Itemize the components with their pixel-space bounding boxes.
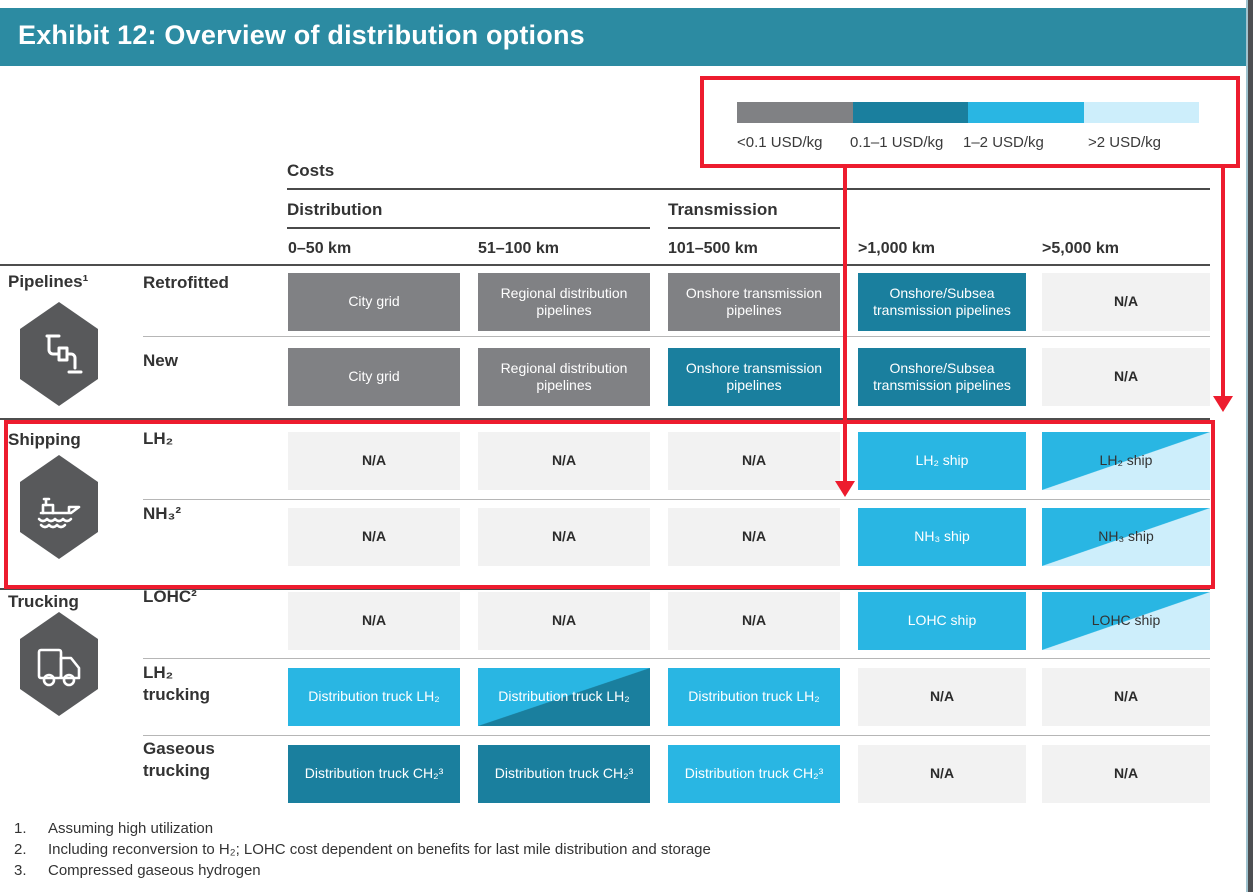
column-header-5000km: >5,000 km [1042, 240, 1119, 257]
page-title: Exhibit 12: Overview of distribution opt… [18, 20, 585, 50]
cell-gaseous-0-50: Distribution truck CH₂³ [288, 745, 460, 803]
cell-lh2-0-50: N/A [288, 432, 460, 490]
cell-gaseous-101-500: Distribution truck CH₂³ [668, 745, 840, 803]
cell-lh2truck-1000: N/A [858, 668, 1026, 726]
cell-gaseous-51-100: Distribution truck CH₂³ [478, 745, 650, 803]
legend-swatch-high [968, 102, 1084, 123]
section-divider [0, 264, 1210, 266]
legend-swatch-veryhigh [1083, 102, 1199, 123]
cell-nh3-0-50: N/A [288, 508, 460, 566]
cell-retrofitted-5000: N/A [1042, 273, 1210, 331]
cell-retrofitted-0-50: City grid [288, 273, 460, 331]
row-label-lohc: LOHC² [143, 587, 197, 606]
cell-nh3-5000: NH₃ ship [1042, 508, 1210, 566]
cost-legend: <0.1 USD/kg 0.1–1 USD/kg 1–2 USD/kg >2 U… [700, 76, 1240, 168]
footnote-number: 3. [14, 862, 27, 879]
divider [668, 227, 840, 229]
row-label-lh2-trucking: LH₂ trucking [143, 663, 211, 705]
divider [287, 188, 1210, 190]
section-divider [0, 418, 1210, 420]
row-label-lh2: LH₂ [143, 429, 174, 448]
cell-lohc-51-100: N/A [478, 592, 650, 650]
cell-nh3-101-500: N/A [668, 508, 840, 566]
legend-swatch-mid [852, 102, 968, 123]
cell-lohc-101-500: N/A [668, 592, 840, 650]
footnote-text: Assuming high utilization [48, 820, 214, 837]
column-header-101-500km: 101–500 km [668, 240, 758, 257]
row-divider [143, 336, 1210, 337]
page-edge-strip [1248, 0, 1253, 892]
cell-lh2-51-100: N/A [478, 432, 650, 490]
row-divider [143, 499, 1210, 500]
divider [287, 227, 650, 229]
footnote-text: Including reconversion to H₂; LOHC cost … [48, 841, 711, 858]
legend-arrow-left [843, 166, 847, 481]
transmission-group-header: Transmission [668, 200, 778, 219]
legend-arrow-right [1221, 166, 1225, 396]
cell-nh3-1000: NH₃ ship [858, 508, 1026, 566]
cell-new-1000: Onshore/Subsea transmission pipelines [858, 348, 1026, 406]
page-edge-line [1246, 0, 1248, 892]
footnote-number: 2. [14, 841, 27, 858]
footnote-number: 1. [14, 820, 27, 837]
cell-retrofitted-101-500: Onshore transmission pipelines [668, 273, 840, 331]
section-label-shipping: Shipping [8, 430, 81, 449]
cell-new-0-50: City grid [288, 348, 460, 406]
cell-retrofitted-1000: Onshore/Subsea transmission pipelines [858, 273, 1026, 331]
column-header-51-100km: 51–100 km [478, 240, 559, 257]
section-label-pipelines: Pipelines¹ [8, 272, 89, 291]
row-label-nh3: NH₃² [143, 504, 182, 523]
column-header-1000km: >1,000 km [858, 240, 935, 257]
cell-retrofitted-51-100: Regional distribution pipelines [478, 273, 650, 331]
cell-lh2-1000: LH₂ ship [858, 432, 1026, 490]
pipeline-icon [20, 302, 98, 406]
row-label-gaseous-trucking: Gaseous trucking [143, 739, 215, 781]
legend-arrow-left-head [835, 481, 855, 497]
cell-lohc-5000: LOHC ship [1042, 592, 1210, 650]
cell-new-51-100: Regional distribution pipelines [478, 348, 650, 406]
cell-lh2-5000: LH₂ ship [1042, 432, 1210, 490]
truck-icon [20, 612, 98, 716]
cell-gaseous-1000: N/A [858, 745, 1026, 803]
legend-swatch-low [737, 102, 853, 123]
cell-new-5000: N/A [1042, 348, 1210, 406]
section-label-trucking: Trucking [8, 592, 79, 611]
cell-lh2-101-500: N/A [668, 432, 840, 490]
cell-lh2truck-5000: N/A [1042, 668, 1210, 726]
column-header-0-50km: 0–50 km [288, 240, 352, 257]
shipping-highlight-box [4, 420, 1215, 589]
legend-color-bar [737, 102, 1199, 123]
cell-nh3-51-100: N/A [478, 508, 650, 566]
legend-arrow-right-head [1213, 396, 1233, 412]
footnote-text: Compressed gaseous hydrogen [48, 862, 261, 879]
cell-lohc-1000: LOHC ship [858, 592, 1026, 650]
cell-lh2truck-101-500: Distribution truck LH₂ [668, 668, 840, 726]
cell-lh2truck-0-50: Distribution truck LH₂ [288, 668, 460, 726]
row-divider [143, 658, 1210, 659]
legend-label: 1–2 USD/kg [963, 134, 1044, 151]
section-divider [0, 588, 1210, 590]
distribution-group-header: Distribution [287, 200, 383, 219]
legend-label: >2 USD/kg [1088, 134, 1161, 151]
cell-gaseous-5000: N/A [1042, 745, 1210, 803]
cell-lohc-0-50: N/A [288, 592, 460, 650]
row-label-new: New [143, 351, 178, 370]
row-divider [143, 735, 1210, 736]
row-label-retrofitted: Retrofitted [143, 273, 229, 292]
cell-new-101-500: Onshore transmission pipelines [668, 348, 840, 406]
legend-label: 0.1–1 USD/kg [850, 134, 944, 151]
costs-header: Costs [287, 161, 335, 180]
cell-lh2truck-51-100: Distribution truck LH₂ [478, 668, 650, 726]
legend-label: <0.1 USD/kg [737, 134, 823, 151]
header-band: Exhibit 12: Overview of distribution opt… [0, 8, 1247, 66]
